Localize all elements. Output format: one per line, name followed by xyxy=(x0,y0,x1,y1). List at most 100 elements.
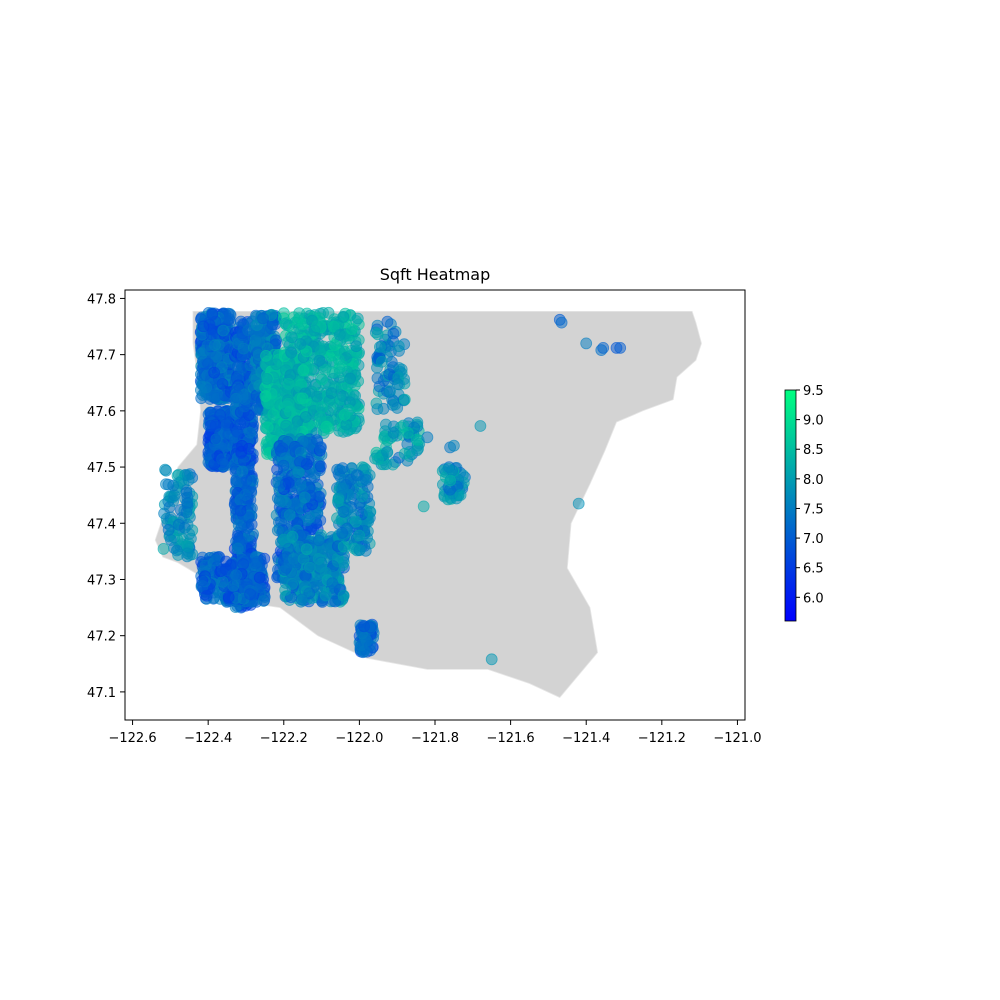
scatter-point xyxy=(205,390,218,403)
scatter-point xyxy=(283,556,296,569)
colorbar-tick-label: 8.0 xyxy=(803,473,824,488)
scatter-point xyxy=(158,507,171,520)
scatter-point xyxy=(314,344,327,357)
scatter-point xyxy=(173,477,185,489)
scatter-point xyxy=(350,340,363,353)
scatter-point xyxy=(333,328,346,341)
scatter-point xyxy=(314,561,327,573)
scatter-point xyxy=(254,581,267,594)
scatter-point xyxy=(288,423,301,436)
y-tick-label: 47.3 xyxy=(87,573,116,588)
x-tick-label: −122.2 xyxy=(260,731,308,746)
scatter-point xyxy=(331,555,344,568)
scatter-point xyxy=(180,506,193,518)
scatter-point xyxy=(332,353,345,366)
scatter-point xyxy=(260,372,273,385)
plot-area xyxy=(154,306,702,698)
scatter-point xyxy=(200,381,213,394)
y-tick-label: 47.2 xyxy=(87,630,116,645)
scatter-point xyxy=(295,593,308,606)
colorbar-tick-label: 7.5 xyxy=(803,502,824,517)
scatter-point xyxy=(319,363,332,376)
scatter-point xyxy=(328,339,341,352)
scatter-point xyxy=(204,419,217,432)
scatter-point xyxy=(223,313,236,325)
scatter-point xyxy=(162,524,175,536)
scatter-point xyxy=(183,528,196,540)
scatter-point xyxy=(208,366,221,379)
scatter-point xyxy=(267,408,280,421)
scatter-point xyxy=(373,340,386,353)
scatter-point xyxy=(217,324,230,337)
scatter-point xyxy=(326,577,339,590)
scatter-point xyxy=(296,392,309,405)
scatter-point xyxy=(387,327,400,340)
scatter-point xyxy=(337,589,350,602)
scatter-point xyxy=(392,340,405,353)
scatter-point xyxy=(580,337,593,350)
scatter-point xyxy=(353,544,366,557)
colorbar: 6.0 6.5 7.0 7.5 8.0 8.5 9.0 9.5 xyxy=(784,384,824,622)
scatter-point xyxy=(387,426,400,439)
scatter-point xyxy=(294,338,307,350)
scatter-point xyxy=(344,372,357,385)
scatter-point xyxy=(297,364,310,377)
scatter-point xyxy=(317,424,330,437)
scatter-point xyxy=(199,559,212,572)
scatter-point xyxy=(597,341,610,354)
y-tick-label: 47.8 xyxy=(87,292,116,307)
scatter-point xyxy=(300,543,313,556)
colorbar-tick-label: 8.5 xyxy=(803,443,824,458)
scatter-point xyxy=(206,308,219,321)
scatter-point xyxy=(329,595,342,608)
scatter-point xyxy=(572,497,585,510)
x-tick-label: −121.0 xyxy=(713,731,761,746)
scatter-point xyxy=(282,476,295,489)
scatter-point xyxy=(373,380,386,393)
scatter-point xyxy=(201,339,214,352)
scatter-point xyxy=(292,466,305,479)
scatter-point xyxy=(279,584,292,596)
y-tick-label: 47.4 xyxy=(87,517,116,532)
scatter-point xyxy=(401,426,414,439)
scatter-point xyxy=(227,579,240,592)
scatter-point xyxy=(259,390,272,403)
scatter-point xyxy=(260,349,272,362)
scatter-point xyxy=(277,459,290,472)
scatter-point xyxy=(237,558,250,570)
scatter-point xyxy=(180,486,193,499)
scatter-point xyxy=(442,462,455,475)
scatter-point xyxy=(182,474,195,487)
scatter-point xyxy=(337,540,350,553)
scatter-point xyxy=(555,316,568,329)
scatter-point xyxy=(242,442,255,455)
scatter-point xyxy=(398,447,411,460)
scatter-point xyxy=(240,474,253,487)
scatter-point xyxy=(314,411,327,423)
scatter-point xyxy=(285,346,298,359)
scatter-point xyxy=(253,571,266,584)
x-tick-label: −121.4 xyxy=(562,731,610,746)
colorbar-tick-label: 9.5 xyxy=(803,384,824,399)
scatter-point xyxy=(454,489,467,502)
chart-title: Sqft Heatmap xyxy=(380,265,491,284)
x-tick-label: −121.6 xyxy=(487,731,535,746)
scatter-point xyxy=(298,491,311,504)
scatter-point xyxy=(222,591,235,603)
scatter-point xyxy=(170,544,183,557)
scatter-point xyxy=(447,439,460,452)
scatter-point xyxy=(250,335,263,348)
scatter-point xyxy=(244,426,256,439)
scatter-point xyxy=(336,527,349,539)
scatter-point xyxy=(237,342,250,355)
scatter-point xyxy=(200,589,213,602)
scatter-point xyxy=(235,392,248,404)
colorbar-tick-label: 7.0 xyxy=(803,532,824,547)
scatter-point xyxy=(363,639,376,652)
scatter-point xyxy=(360,474,373,486)
y-tick-label: 47.5 xyxy=(87,461,116,476)
scatter-point xyxy=(271,524,284,537)
scatter-point xyxy=(485,653,498,666)
scatter-point xyxy=(391,402,404,414)
